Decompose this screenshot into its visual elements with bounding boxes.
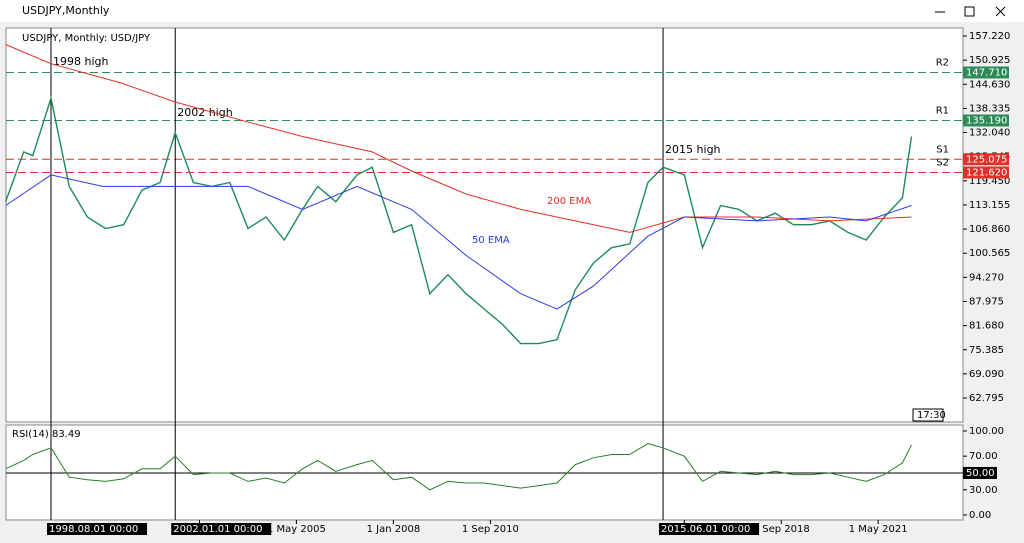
main-pane [5, 27, 964, 423]
x-tick-label: 1 May 2005 [267, 524, 326, 535]
level-tag-label: 121.620 [966, 167, 1007, 178]
date-tag-label: 2015.06.01 00:00 [661, 524, 750, 535]
rsi-level-tag [963, 466, 997, 479]
x-tick-label: 1 Jan 2008 [367, 524, 421, 535]
y-tick-label: 94.270 [969, 272, 1004, 283]
x-tick-label: 1 Sep 2018 [753, 524, 810, 535]
series-line [5, 44, 912, 233]
level-tag [963, 66, 1009, 79]
high-label: 2002 high [177, 106, 233, 119]
y-tick-label: 75.385 [969, 345, 1004, 356]
y-tick-label: 81.680 [969, 321, 1004, 332]
level-tag [963, 114, 1009, 127]
level-tag [963, 153, 1009, 166]
series-line [5, 174, 912, 310]
y-tick-label: 144.630 [969, 79, 1010, 90]
y-tick-label: 87.975 [969, 296, 1004, 307]
level-name: R2 [936, 57, 949, 68]
y-tick-label: 106.860 [969, 224, 1010, 235]
x-tick-label: 1 Sep 2010 [462, 524, 519, 535]
date-tag [659, 523, 760, 535]
rsi-tick-label: 30.00 [969, 485, 998, 496]
level-tag-label: 135.190 [966, 115, 1007, 126]
date-tag-label: 1998.08.01 00:00 [49, 524, 138, 535]
window-title: USDJPY,Monthly [22, 4, 110, 17]
y-tick-label: 100.565 [969, 248, 1010, 259]
time-box [912, 408, 944, 422]
rsi-tick-label: 0.00 [969, 510, 991, 521]
series-label: 200 EMA [547, 196, 591, 207]
rsi-title: RSI(14) 83.49 [12, 429, 81, 440]
x-tick-label: 1 May 2021 [849, 524, 908, 535]
date-tag-label: 2002.01.01 00:00 [173, 524, 262, 535]
y-tick-label: 132.040 [969, 128, 1010, 139]
y-tick-label: 157.220 [969, 31, 1010, 42]
chart-header: USDJPY, Monthly: USD/JPY [22, 33, 151, 44]
level-tag-label: 147.710 [966, 67, 1007, 78]
level-name: R1 [936, 105, 949, 116]
window-buttons[interactable] [935, 6, 1006, 17]
y-tick-label: 119.450 [969, 176, 1010, 187]
time-label: 17:30 [917, 410, 946, 421]
rsi-line [5, 443, 912, 491]
rsi-tick-label: 100.00 [969, 426, 1004, 437]
title-bar [0, 0, 1024, 22]
level-name: S1 [936, 144, 949, 155]
y-tick-label: 69.090 [969, 369, 1004, 380]
date-tag [47, 523, 148, 535]
high-label: 2015 high [665, 143, 721, 156]
rsi-tick-label: 70.00 [969, 451, 998, 462]
level-name: S2 [936, 157, 949, 168]
rsi-level-label: 50.00 [966, 468, 995, 479]
high-label: 1998 high [53, 55, 109, 68]
y-tick-label: 62.795 [969, 393, 1004, 404]
level-tag-label: 125.075 [966, 154, 1007, 165]
date-tag [171, 523, 272, 535]
y-tick-label: 113.155 [969, 200, 1010, 211]
y-tick-label: 138.335 [969, 103, 1010, 114]
y-tick-label: 150.925 [969, 55, 1010, 66]
series-label: 50 EMA [472, 235, 510, 246]
level-tag [963, 166, 1009, 179]
